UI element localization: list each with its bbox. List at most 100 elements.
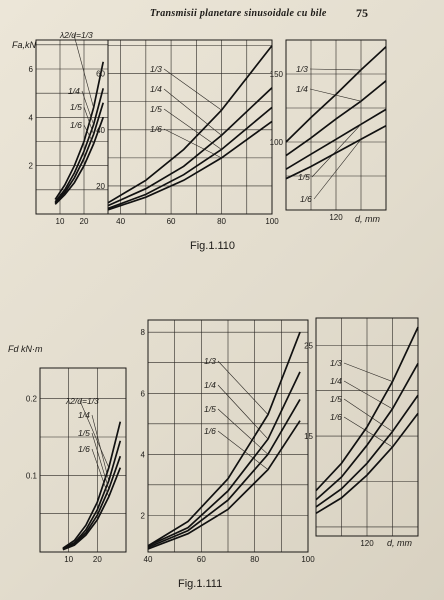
fig111-panel3-label-leader-4 [343,416,393,448]
fig111-panel2-series-label-3: 1/5 [204,404,216,414]
fig111-panel1-frame [39,367,127,553]
fig110-panel3-curve-4 [285,124,387,180]
fig110-panel2-label-leader-2 [163,88,222,136]
fig111-panel3-series-label-2: 1/4 [330,376,342,386]
fig111-panel1-x-tick-label: 10 [64,555,73,564]
fig110-panel3-series-label-2: 1/4 [296,84,308,94]
fig111-panel3-y-tick-label: 15 [304,432,313,441]
fig111-panel2-label-leader-3 [217,408,269,455]
fig110-panel1-curve-2 [54,88,105,203]
fig111-panel1-series-label-2: 1/4 [78,410,90,420]
fig111-panel2-x-tick-label: 40 [144,555,153,564]
fig111-panel2-label-leader-4 [217,430,269,470]
fig110-panel2-curve-1 [107,45,273,204]
fig110-panel1-y-tick-label: 2 [29,162,34,171]
fig111-panel2-x-tick-label: 60 [197,555,206,564]
fig111-panel3-curve-2 [315,362,419,501]
fig111-panel2-curve-2 [147,371,301,547]
fig111-panel1-series-label-1: λ2/d=1/3 [65,396,99,406]
fig110-panel1-y-tick-label: 4 [29,113,34,122]
fig111-panel2-curve-4 [147,420,301,550]
fig111-panel2-y-tick-label: 2 [141,511,146,520]
fig110-panel1-series-label-3: 1/5 [70,102,82,112]
fig110-panel2-label-leader-4 [163,128,222,159]
figure-caption-111: Fig.1.111 [178,578,223,590]
fig111-panel2-series-label-1: 1/3 [204,356,216,366]
fig111-panel2-curve-1 [147,331,301,547]
fig110-panel2-series-label-1: 1/3 [150,64,162,74]
fig111-panel1-curve-3 [62,455,122,551]
fig110-panel2-curve-3 [107,106,273,210]
fig110-panel1-series-label-2: 1/4 [68,86,80,96]
fig110-panel2-series-label-4: 1/6 [150,124,162,134]
fig110-panel3-frame [285,39,387,211]
fig110-panel2-series-label-3: 1/5 [150,104,162,114]
fig111-panel1-label-leader-4 [91,448,110,497]
fig110-panel1-series-label-4: 1/6 [70,120,82,130]
fig110-panel3-y-tick-label: 150 [270,70,284,79]
fig110-y-axis-title: Fa,kN [12,40,37,50]
fig110-panel2-x-tick-label: 80 [217,217,226,226]
fig111-panel1-x-tick-label: 20 [93,555,102,564]
fig111-panel3-x-tick-label: 120 [360,539,374,548]
fig111-y-axis-title: Fd kN·m [8,344,43,354]
fig111-panel2-curve-3 [147,398,301,549]
fig111-panel1-y-tick-label: 0.2 [26,395,38,404]
fig110-panel1-curve-4 [54,117,104,205]
fig110-x-axis-title: d, mm [355,214,381,224]
fig111-panel1-label-leader-1 [79,400,110,468]
fig110-panel3-label-leader-4 [313,139,362,200]
fig110-panel1-label-leader-1 [73,34,94,108]
fig111-panel2-series-label-2: 1/4 [204,380,216,390]
fig110-panel3-curve-3 [285,108,387,170]
fig110-panel3-series-label-4: 1/6 [300,194,312,204]
fig110-panel1-series-label-1: λ2/d=1/3 [59,30,93,40]
fig111-panel3-curve-4 [315,412,419,515]
fig110-panel2-curve-4 [107,120,273,211]
fig110-panel2-y-tick-label: 20 [96,182,105,191]
fig110-panel2-label-leader-1 [163,68,222,111]
fig110-panel1-label-leader-2 [81,90,94,125]
fig111-panel3-series-label-3: 1/5 [330,394,342,404]
fig111-panel3-label-leader-3 [343,398,393,432]
fig111-panel3-label-leader-2 [343,380,393,410]
fig110-panel1-x-tick-label: 10 [56,217,65,226]
fig111-panel1-curve-1 [62,421,122,549]
fig111-panel2-x-tick-label: 80 [250,555,259,564]
fig111-panel3-frame [315,317,419,537]
fig111-panel1-curve-4 [62,467,122,551]
fig111-panel2-series-label-4: 1/6 [204,426,216,436]
fig110-panel1-curve-1 [54,61,105,200]
fig110-panel1-y-tick-label: 6 [29,65,34,74]
fig111-panel1-series-label-3: 1/5 [78,428,90,438]
page-number: 75 [356,6,368,20]
fig111-x-axis-title: d, mm [387,538,413,548]
fig110-panel2-series-label-2: 1/4 [150,84,162,94]
fig110-panel2-x-tick-label: 40 [116,217,125,226]
fig110-panel3-series-label-3: 1/5 [298,172,310,182]
fig110-panel3-series-label-1: 1/3 [296,64,308,74]
fig110-panel2-x-tick-label: 60 [167,217,176,226]
running-title: Transmisii planetare sinusoidale cu bile [150,8,327,19]
fig111-panel2-y-tick-label: 8 [141,328,146,337]
fig111-panel2-frame [147,319,309,553]
fig111-panel3-curve-3 [315,394,419,508]
fig111-panel2-y-tick-label: 4 [141,450,146,459]
fig111-panel2-label-leader-1 [217,360,269,415]
fig111-panel2-label-leader-2 [217,384,269,440]
fig111-panel3-series-label-1: 1/3 [330,358,342,368]
fig110-panel3-label-leader-3 [311,124,362,178]
fig111-panel1-series-label-4: 1/6 [78,444,90,454]
fig110-panel3-y-tick-label: 100 [270,138,284,147]
fig110-panel1-x-tick-label: 20 [80,217,89,226]
fig110-panel2-y-tick-label: 40 [96,126,105,135]
fig110-panel3-x-tick-label: 120 [329,213,343,222]
fig110-panel2-frame [107,39,273,215]
fig110-panel1-label-leader-4 [83,124,94,145]
fig111-panel2-y-tick-label: 6 [141,389,146,398]
fig110-panel1-curve-3 [54,102,105,204]
fig110-panel3-label-leader-1 [309,68,362,71]
fig111-panel3-series-label-4: 1/6 [330,412,342,422]
